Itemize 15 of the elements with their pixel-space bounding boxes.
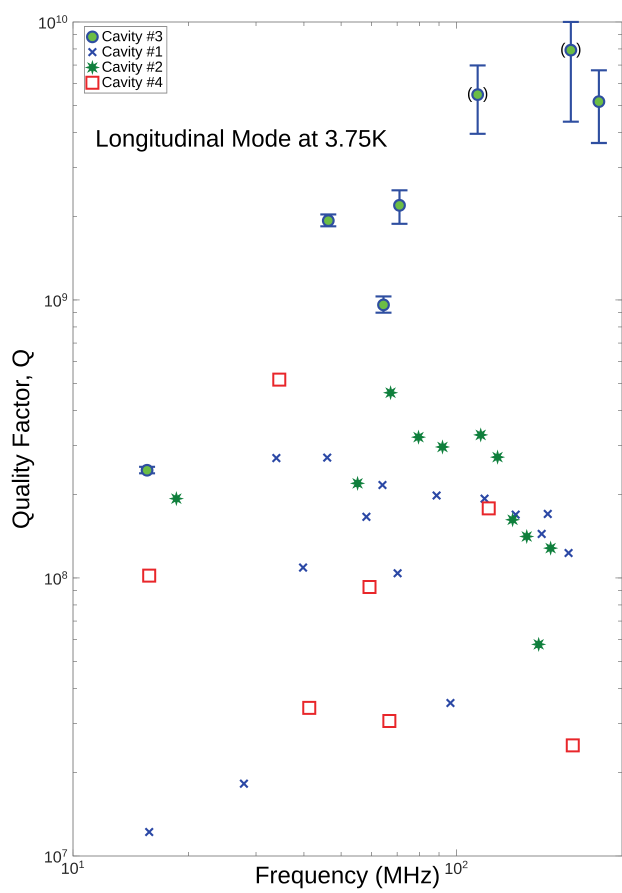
annotation: ( ) [468,87,488,102]
x-axis-title: Frequency (MHz) [256,866,439,888]
legend-label: Cavity #2 [102,61,162,75]
y-tick-label: 10$^{7}$ [45,849,68,863]
x-tick-label: 10$^{1}$ [62,860,84,874]
annotation: ( ) [561,42,580,58]
y-tick-label: 10$^{8}$ [45,571,68,585]
legend-label: Cavity #1 [102,46,162,60]
y-tick-label: 10$^{10}$ [39,15,68,29]
y-tick-label: 10$^{9}$ [45,293,68,307]
legend-label: Cavity #3 [102,30,162,44]
legend-label: Cavity #4 [102,76,162,90]
x-tick-label: 10$^{2}$ [446,860,468,874]
annotation: Longitudinal Mode at 3.75K [97,129,388,152]
y-axis-title: Quality Factor, Q [12,350,34,528]
